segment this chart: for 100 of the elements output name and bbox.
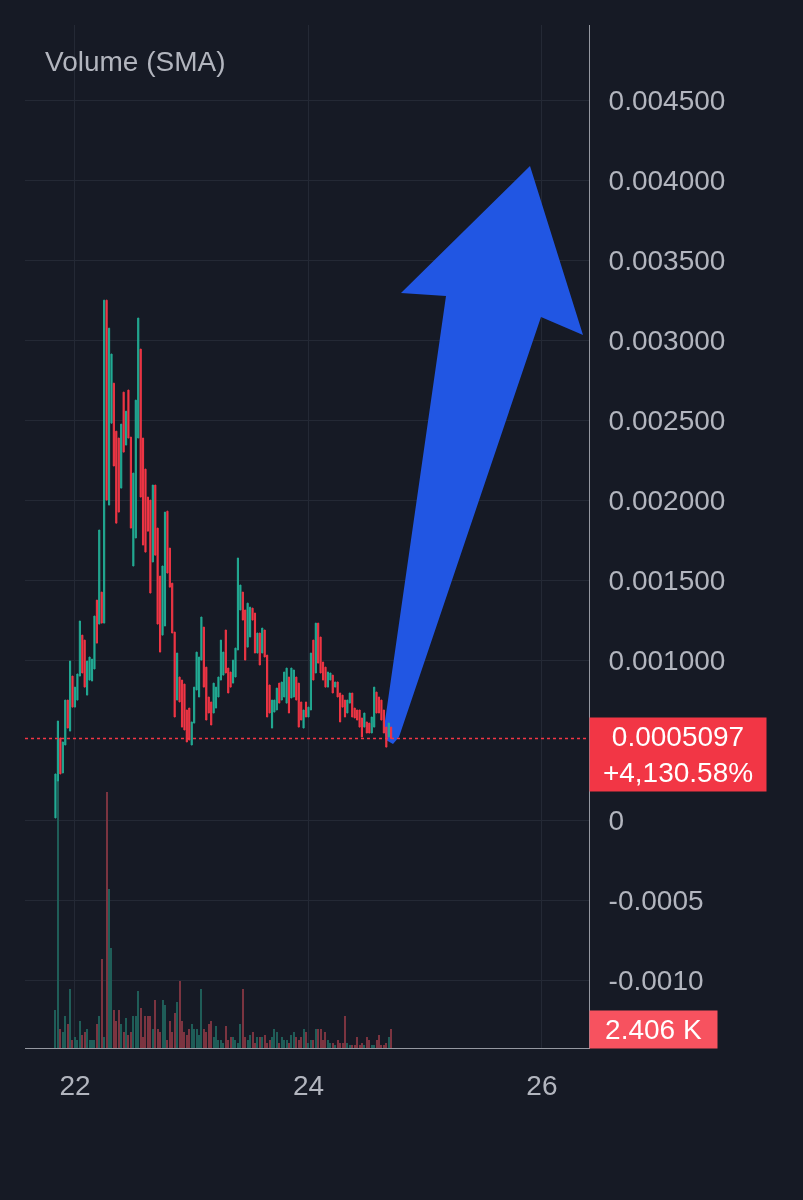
bar — [79, 1021, 81, 1048]
candlestick — [66, 699, 69, 729]
bar — [242, 989, 244, 1048]
y-tick-label: 0 — [608, 804, 625, 836]
y-tick-label: 0.003500 — [608, 244, 726, 276]
bar — [273, 1029, 275, 1048]
bar — [222, 1043, 224, 1048]
bar — [203, 1029, 205, 1048]
bar — [140, 1008, 142, 1048]
bar — [327, 1040, 329, 1048]
bar — [344, 1016, 346, 1048]
candlestick — [86, 660, 89, 696]
bar — [300, 1037, 302, 1048]
bar — [152, 1029, 154, 1048]
candlestick — [331, 674, 334, 694]
bar — [127, 1035, 129, 1048]
y-tick-label: -0.0005 — [608, 884, 704, 916]
bar — [239, 1024, 241, 1048]
x-tick-label: 26 — [526, 1069, 558, 1101]
bar — [220, 1040, 222, 1048]
bar — [356, 1037, 358, 1048]
bar — [174, 1013, 176, 1048]
ref-line-label: 0.0005097 +4,130.58% — [602, 721, 754, 789]
y-tick-label: 0.001000 — [608, 644, 726, 676]
bar — [234, 1040, 236, 1048]
bar — [118, 1010, 120, 1048]
candlestick — [314, 622, 317, 674]
candlestick — [302, 709, 305, 729]
bar — [64, 1016, 66, 1048]
candlestick — [351, 692, 354, 718]
candlestick — [365, 721, 368, 734]
candlestick — [375, 691, 378, 714]
bar — [324, 1032, 326, 1048]
bar — [154, 1000, 156, 1048]
bar — [176, 1002, 178, 1048]
bar — [130, 1032, 132, 1048]
bar — [123, 1032, 125, 1048]
bar — [278, 1043, 280, 1048]
y-tick-label: 0.003000 — [608, 324, 726, 356]
bar — [81, 1035, 83, 1048]
candlestick — [368, 722, 371, 734]
bar — [125, 1018, 127, 1048]
bar — [132, 1016, 134, 1048]
x-tick-label: 24 — [292, 1069, 325, 1101]
bar — [200, 989, 202, 1048]
bar — [295, 1037, 297, 1048]
candlestick — [270, 699, 274, 729]
candlestick — [212, 682, 215, 714]
candlestick — [261, 627, 264, 654]
bar — [69, 989, 71, 1048]
candlestick — [334, 681, 337, 688]
candlestick — [312, 639, 315, 681]
bar — [388, 1037, 390, 1048]
candlestick — [105, 299, 108, 501]
candlestick — [103, 299, 106, 624]
candlestick — [363, 712, 366, 728]
candlestick — [256, 632, 259, 654]
candlestick — [180, 679, 184, 728]
bar — [210, 1021, 212, 1048]
bar — [298, 1040, 300, 1048]
bar — [179, 981, 181, 1048]
bar — [103, 1037, 105, 1048]
text: 2.406 K — [605, 1014, 702, 1045]
bar — [98, 1016, 100, 1048]
bar — [120, 1024, 122, 1048]
bar — [337, 1040, 339, 1048]
bar — [215, 1026, 217, 1048]
bar — [101, 959, 103, 1048]
candlestick — [122, 391, 125, 453]
bar — [276, 1032, 278, 1048]
bar — [346, 1043, 348, 1048]
bar — [108, 889, 110, 1048]
y-tick-label: -0.0010 — [608, 964, 704, 996]
bar — [191, 1024, 193, 1048]
candlestick — [387, 722, 390, 738]
candlestick — [326, 671, 330, 688]
bar — [188, 1029, 190, 1048]
chart-title: Volume (SMA) — [45, 46, 226, 77]
candlestick — [95, 599, 98, 644]
bar — [378, 1035, 380, 1048]
bar — [57, 779, 59, 1048]
bar — [169, 1021, 171, 1048]
bar — [106, 792, 108, 1048]
bar — [113, 1010, 115, 1048]
candlestick — [287, 676, 291, 714]
bar — [339, 1043, 341, 1048]
candlestick — [275, 687, 278, 711]
bar — [208, 1024, 210, 1048]
candlestick — [100, 591, 103, 624]
bar — [159, 1032, 161, 1048]
candlestick — [246, 602, 249, 648]
y-tick-label: 0.002500 — [608, 404, 726, 436]
bar — [390, 1029, 392, 1048]
bar — [281, 1037, 283, 1048]
bar — [368, 1040, 370, 1048]
y-tick-label: 0.004000 — [608, 164, 726, 196]
bar — [307, 1043, 309, 1048]
bar — [283, 1040, 285, 1048]
bar — [137, 991, 139, 1048]
candlestick — [285, 667, 288, 704]
